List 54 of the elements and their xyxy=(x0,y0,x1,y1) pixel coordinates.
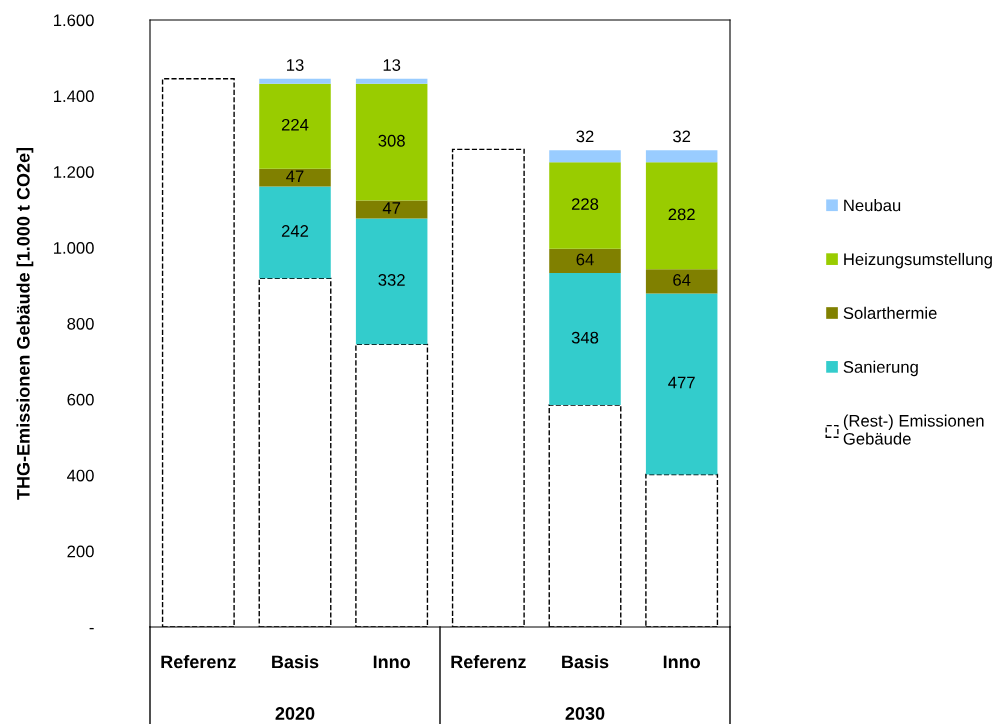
y-tick-label: 1.200 xyxy=(54,166,94,178)
data-label: 282 xyxy=(668,208,695,221)
y-tick-label: 200 xyxy=(67,545,94,558)
legend-label: (Rest-) Emissionen Gebäude xyxy=(843,414,984,445)
legend-label: Sanierung xyxy=(843,360,918,377)
text: 2030 xyxy=(565,707,605,720)
bar xyxy=(259,78,331,84)
bar xyxy=(645,162,718,270)
bar xyxy=(355,218,428,345)
y-tick-label: 400 xyxy=(67,469,94,482)
bar xyxy=(259,186,331,279)
data-label: 228 xyxy=(571,198,599,210)
data-label: 13 xyxy=(383,59,401,71)
data-label: 224 xyxy=(281,118,309,131)
y-tick-label: 1.600 xyxy=(54,14,94,27)
data-label: 47 xyxy=(286,170,304,182)
data-label: 242 xyxy=(281,225,309,237)
bar xyxy=(645,293,718,475)
y-tick-label: 800 xyxy=(67,317,94,330)
data-label: 32 xyxy=(673,130,691,143)
bar xyxy=(355,83,428,201)
bar xyxy=(549,273,621,406)
data-label: 477 xyxy=(668,376,695,389)
y-axis-title: THG-Emissionen Gebäude [1.000 t CO2e] xyxy=(16,147,34,500)
data-label: 47 xyxy=(382,202,401,214)
data-label: 13 xyxy=(287,59,304,71)
y-tick-label: 1.400 xyxy=(54,90,94,103)
bar xyxy=(259,83,331,169)
bar xyxy=(259,168,331,187)
bar xyxy=(645,150,718,163)
data-label: 64 xyxy=(576,253,594,266)
x-tick-label: Basis xyxy=(562,655,609,669)
y-tick-label: - xyxy=(89,627,94,630)
x-tick-label: Basis xyxy=(272,655,319,669)
legend-label: Neubau xyxy=(844,199,901,212)
data-label: 32 xyxy=(576,130,594,143)
bar xyxy=(549,162,621,249)
bar xyxy=(549,150,621,163)
data-label: 348 xyxy=(571,331,599,344)
data-label: 64 xyxy=(673,274,691,286)
y-tick-label: 600 xyxy=(67,393,94,406)
y-tick-label: 1.000 xyxy=(54,242,94,254)
x-tick-label: Inno xyxy=(663,655,701,669)
text: 2020 xyxy=(275,707,315,720)
data-label: 332 xyxy=(378,274,405,286)
x-tick-label: Referenz xyxy=(451,655,526,669)
legend-label: Heizungsumstellung xyxy=(844,252,992,269)
x-tick-label: Inno xyxy=(373,655,411,669)
bar xyxy=(355,78,428,84)
x-tick-label: Referenz xyxy=(161,655,236,669)
bar xyxy=(549,248,621,274)
data-label: 308 xyxy=(378,134,405,147)
bar xyxy=(645,269,718,294)
legend-label: Solarthermie xyxy=(843,306,937,319)
